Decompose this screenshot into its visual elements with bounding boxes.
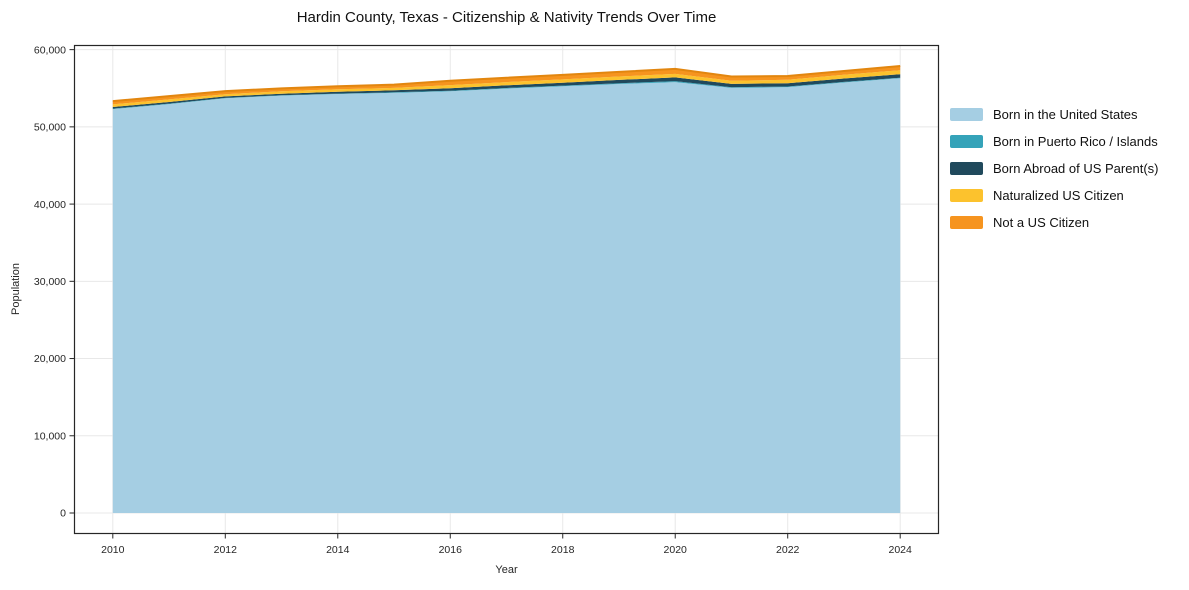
x-tick-label: 2024 — [889, 544, 913, 556]
legend-label: Born in Puerto Rico / Islands — [993, 134, 1158, 149]
chart-title: Hardin County, Texas - Citizenship & Nat… — [296, 9, 717, 26]
x-axis-label: Year — [495, 564, 518, 576]
x-tick-label: 2016 — [439, 544, 463, 556]
y-tick-label: 20,000 — [34, 353, 66, 365]
legend-swatch — [950, 162, 983, 175]
legend-item: Born in Puerto Rico / Islands — [950, 128, 1158, 155]
legend-item: Naturalized US Citizen — [950, 182, 1158, 209]
y-tick-label: 30,000 — [34, 276, 66, 288]
y-axis-label: Population — [10, 263, 22, 315]
legend-item: Not a US Citizen — [950, 209, 1158, 236]
stack-top-line — [112, 65, 901, 103]
area-band — [112, 74, 901, 109]
area-band — [112, 70, 901, 107]
area-band — [112, 66, 901, 105]
x-tick-label: 2010 — [101, 544, 125, 556]
x-tick-label: 2018 — [551, 544, 575, 556]
plot-border — [73, 44, 940, 535]
legend-swatch — [950, 189, 983, 202]
y-tick-label: 0 — [60, 508, 66, 520]
y-tick-label: 10,000 — [34, 430, 66, 442]
legend-swatch — [950, 216, 983, 229]
legend-label: Born in the United States — [993, 107, 1138, 122]
legend-swatch — [950, 135, 983, 148]
y-tick-label: 40,000 — [34, 199, 66, 211]
legend: Born in the United States Born in Puerto … — [950, 101, 1158, 236]
x-tick-label: 2012 — [214, 544, 238, 556]
legend-item: Born in the United States — [950, 101, 1158, 128]
x-tick-label: 2022 — [776, 544, 800, 556]
legend-item: Born Abroad of US Parent(s) — [950, 155, 1158, 182]
area-band — [112, 78, 901, 513]
legend-label: Naturalized US Citizen — [993, 188, 1124, 203]
legend-label: Not a US Citizen — [993, 215, 1090, 230]
x-tick-label: 2014 — [326, 544, 350, 556]
y-tick-label: 60,000 — [34, 44, 66, 56]
legend-swatch — [950, 108, 983, 121]
x-tick-label: 2020 — [664, 544, 688, 556]
legend-label: Born Abroad of US Parent(s) — [993, 161, 1159, 176]
y-tick-label: 50,000 — [34, 122, 66, 134]
